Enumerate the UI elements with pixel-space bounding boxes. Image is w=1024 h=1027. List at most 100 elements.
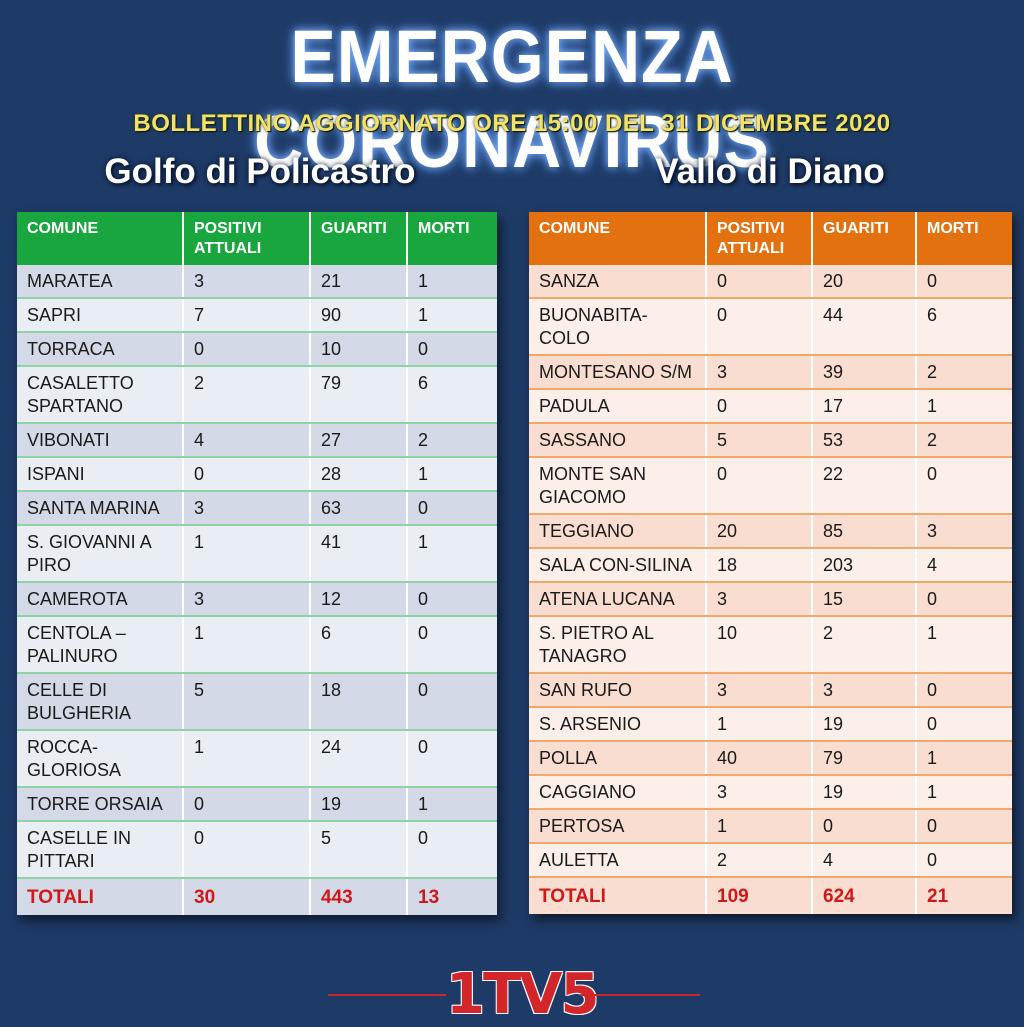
cell-positivi: 0 [183,457,311,492]
cell-guariti: 53 [812,423,917,458]
bulletin-subtitle: BOLLETTINO AGGIORNATO ORE 15:00 DEL 31 D… [133,110,891,137]
cell-morti: 0 [407,616,497,674]
cell-morti: 1 [916,389,1012,424]
cell-positivi: 10 [706,616,813,674]
cell-positivi: 3 [706,355,813,390]
cell-morti: 0 [916,843,1012,878]
cell-morti: 0 [407,730,497,788]
cell-morti: 1 [407,265,497,299]
totals-row: TOTALI 30 443 13 [17,878,497,915]
cell-comune: SALA CON-SILINA [529,548,707,583]
table-row: SAPRI 7 90 1 [17,298,497,333]
column-header-guariti: GUARITI [310,212,408,265]
table-header-row: COMUNE POSITIVI ATTUALI GUARITI MORTI [17,212,497,265]
cell-positivi: 4 [183,423,311,458]
vallo-diano-table-panel: COMUNE POSITIVI ATTUALI GUARITI MORTI SA… [529,212,1012,914]
cell-positivi: 1 [706,809,813,844]
table-row: TORRE ORSAIA 0 19 1 [17,787,497,822]
total-guariti: 443 [310,878,408,915]
cell-positivi: 20 [706,514,813,549]
cell-positivi: 1 [706,707,813,742]
cell-guariti: 79 [812,741,917,776]
vallo-diano-rows: SANZA 0 20 0 BUONABITA-COLO 0 44 6 MONTESANO S/M… [529,265,1012,914]
table-row: VIBONATI 4 27 2 [17,423,497,458]
cell-positivi: 3 [706,673,813,708]
column-header-morti: MORTI [916,212,1012,265]
cell-positivi: 0 [706,389,813,424]
cell-comune: S. ARSENIO [529,707,707,742]
cell-morti: 6 [407,366,497,424]
golfo-policastro-table-panel: COMUNE POSITIVI ATTUALI GUARITI MORTI MA… [17,212,497,915]
cell-comune: SASSANO [529,423,707,458]
cell-guariti: 39 [812,355,917,390]
totals-label: TOTALI [17,878,184,915]
cell-morti: 0 [407,582,497,617]
logo-line-right [580,994,700,996]
cell-guariti: 19 [812,775,917,810]
table-row: S. GIOVANNI A PIRO 1 41 1 [17,525,497,583]
cell-positivi: 3 [183,582,311,617]
total-positivi: 109 [706,877,813,914]
cell-positivi: 3 [183,265,311,299]
table-row: S. PIETRO AL TANAGRO 10 2 1 [529,616,1012,674]
cell-morti: 1 [407,298,497,333]
cell-morti: 1 [916,616,1012,674]
cell-guariti: 3 [812,673,917,708]
cell-morti: 0 [916,582,1012,617]
cell-positivi: 1 [183,616,311,674]
totals-row: TOTALI 109 624 21 [529,877,1012,914]
cell-morti: 1 [916,775,1012,810]
cell-guariti: 15 [812,582,917,617]
cell-morti: 0 [916,809,1012,844]
cell-guariti: 19 [812,707,917,742]
cell-positivi: 3 [706,582,813,617]
tv-logo: 1TV5 [0,962,1024,1027]
cell-positivi: 7 [183,298,311,333]
cell-morti: 0 [916,707,1012,742]
cell-morti: 0 [407,332,497,367]
cell-morti: 0 [407,821,497,879]
table-row: ATENA LUCANA 3 15 0 [529,582,1012,617]
cell-guariti: 10 [310,332,408,367]
table-header-row: COMUNE POSITIVI ATTUALI GUARITI MORTI [529,212,1012,265]
main-title: EMERGENZA CORONAVIRUS [254,15,770,183]
cell-positivi: 0 [183,821,311,879]
cell-comune: ISPANI [17,457,184,492]
cell-morti: 0 [916,457,1012,515]
cell-guariti: 2 [812,616,917,674]
cell-positivi: 1 [183,525,311,583]
cell-morti: 0 [407,491,497,526]
cell-comune: S. PIETRO AL TANAGRO [529,616,707,674]
cell-guariti: 63 [310,491,408,526]
table-row: TEGGIANO 20 85 3 [529,514,1012,549]
cell-comune: TEGGIANO [529,514,707,549]
cell-positivi: 1 [183,730,311,788]
cell-guariti: 12 [310,582,408,617]
cell-comune: CAGGIANO [529,775,707,810]
cell-positivi: 0 [183,332,311,367]
cell-positivi: 5 [706,423,813,458]
column-header-comune: COMUNE [17,212,184,265]
cell-positivi: 0 [706,457,813,515]
table-row: SANZA 0 20 0 [529,265,1012,299]
table-row: SASSANO 5 53 2 [529,423,1012,458]
cell-guariti: 19 [310,787,408,822]
table-row: BUONABITA-COLO 0 44 6 [529,298,1012,356]
table-row: AULETTA 2 4 0 [529,843,1012,878]
column-header-positivi: POSITIVI ATTUALI [706,212,813,265]
total-guariti: 624 [812,877,917,914]
golfo-policastro-table: COMUNE POSITIVI ATTUALI GUARITI MORTI MA… [17,212,497,915]
table-row: MONTESANO S/M 3 39 2 [529,355,1012,390]
cell-guariti: 24 [310,730,408,788]
golfo-policastro-rows: MARATEA 3 21 1 SAPRI 7 90 1 TORRACA 0 10 0 CASALETTO… [17,265,497,915]
cell-positivi: 0 [706,265,813,299]
cell-comune: S. GIOVANNI A PIRO [17,525,184,583]
cell-comune: MARATEA [17,265,184,299]
cell-positivi: 2 [706,843,813,878]
cell-comune: CELLE DI BULGHERIA [17,673,184,731]
cell-guariti: 79 [310,366,408,424]
table-row: CELLE DI BULGHERIA 5 18 0 [17,673,497,731]
cell-comune: MONTESANO S/M [529,355,707,390]
left-section-title: Golfo di Policastro [104,152,416,191]
column-header-morti: MORTI [407,212,497,265]
